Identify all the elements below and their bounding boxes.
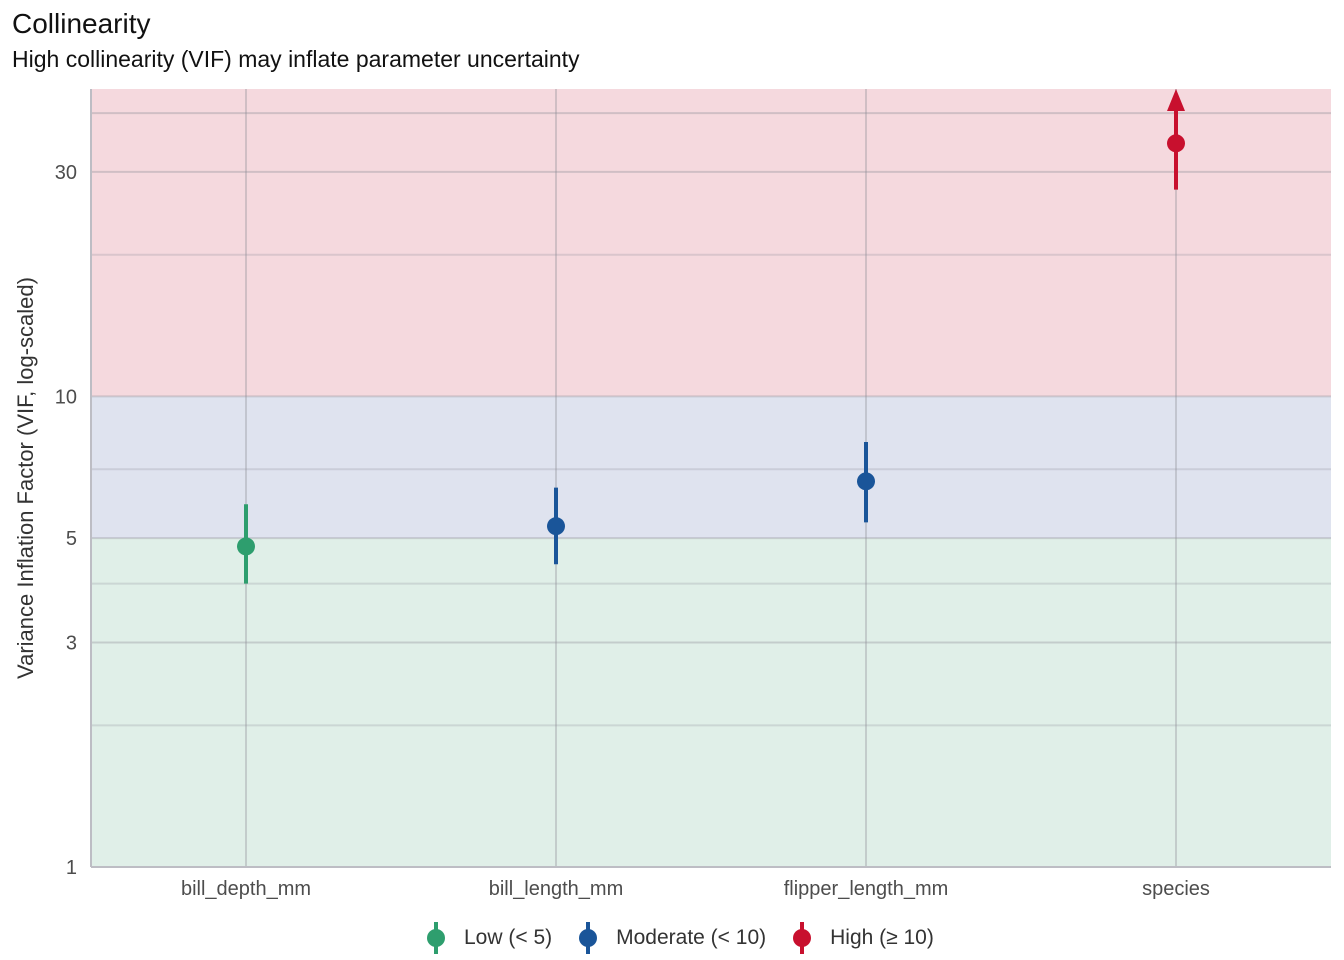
band-high <box>91 89 1331 397</box>
legend-item: Low (< 5) <box>420 916 552 960</box>
x-tick-label: bill_depth_mm <box>181 878 311 900</box>
chart-subtitle: High collinearity (VIF) may inflate para… <box>12 46 580 72</box>
axes: 1 3 5 10 30 bill_depth_mm bill_length_mm flippe… <box>55 89 1331 900</box>
y-tick-label: 30 <box>55 162 77 184</box>
legend-label: Moderate (< 10) <box>616 926 767 949</box>
legend-key-dot <box>579 929 598 947</box>
y-tick-label: 3 <box>66 632 77 654</box>
legend-item: Moderate (< 10) <box>572 916 766 960</box>
band-moderate <box>91 396 1331 539</box>
x-tick-label: species <box>1142 878 1210 900</box>
legend-key-icon <box>579 922 598 954</box>
legend-key-icon <box>427 922 445 954</box>
legend-key-icon <box>793 922 812 954</box>
background-bands <box>91 89 1331 867</box>
legend: Low (< 5) Moderate (< 10) High (≥ 10) <box>0 916 1344 960</box>
legend-item: High (≥ 10) <box>786 916 934 960</box>
x-tick-label: bill_length_mm <box>489 878 624 900</box>
y-tick-label: 10 <box>55 386 77 408</box>
y-axis-label: Variance Inflation Factor (VIF, log-scal… <box>13 277 38 679</box>
chart-title: Collinearity <box>12 8 151 39</box>
data-point <box>237 537 255 556</box>
legend-key-dot <box>793 929 812 947</box>
y-tick-label: 1 <box>66 857 77 879</box>
data-point <box>1167 134 1185 153</box>
truncation-arrow <box>1167 89 1185 111</box>
y-tick-label: 5 <box>66 528 77 550</box>
data-point <box>547 517 565 536</box>
legend-label: High (≥ 10) <box>830 926 934 949</box>
band-low <box>91 538 1331 867</box>
data-point <box>857 472 875 491</box>
x-tick-label: flipper_length_mm <box>784 878 949 900</box>
plot-area: 1 3 5 10 30 bill_depth_mm bill_length_mm flippe… <box>13 89 1331 900</box>
legend-label: Low (< 5) <box>464 926 553 949</box>
legend-key-dot <box>427 929 445 947</box>
data-marks <box>237 89 1185 584</box>
